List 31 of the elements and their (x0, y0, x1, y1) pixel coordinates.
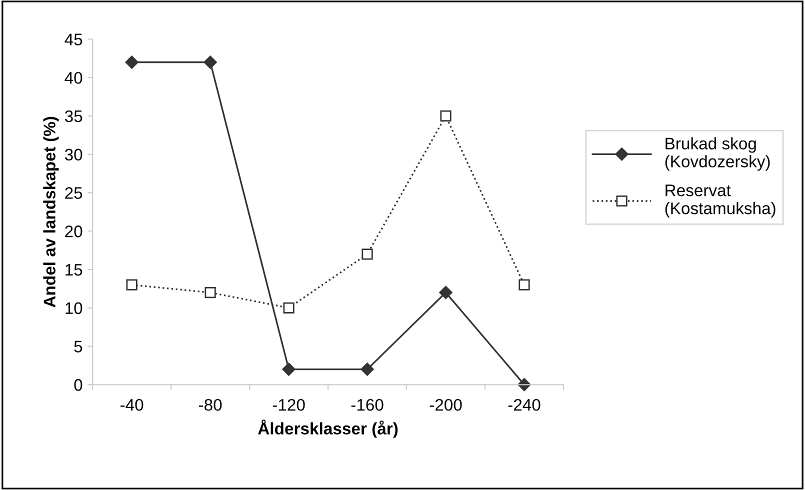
point (362, 248, 373, 260)
y-tick-label: 0 (74, 379, 82, 391)
point (126, 279, 138, 290)
x-tick-label: -120 (272, 398, 305, 411)
y-axis-title: Andel av landskapet (%) (43, 116, 59, 308)
y-tick-label: 30 (64, 148, 82, 161)
legend-label: Reservat (Kostamuksha) (665, 184, 776, 218)
point (518, 279, 530, 290)
y-tick-label: 20 (65, 226, 82, 238)
x-tick-label: -240 (508, 398, 540, 411)
y-tick-label: 35 (64, 110, 82, 122)
x-tick-label: -160 (351, 398, 384, 411)
y-tick-label: 25 (65, 187, 82, 199)
x-tick-label: -200 (430, 398, 462, 411)
point (360, 362, 374, 376)
point (204, 286, 216, 298)
point (204, 56, 217, 69)
x-tick-label: -40 (120, 398, 144, 411)
point (282, 362, 296, 376)
x-tick-label: -80 (199, 398, 222, 411)
y-tick-label: 40 (64, 72, 82, 84)
y-tick-label: 45 (64, 34, 82, 46)
y-tick-label: 10 (66, 302, 82, 314)
y-tick-label: 5 (74, 340, 82, 352)
point (283, 302, 294, 314)
point (125, 56, 138, 69)
point (439, 286, 452, 300)
legend-label: Brukad skog (Kovdozersky) (665, 137, 770, 171)
x-axis-title: Åldersklasser (år) (258, 420, 398, 438)
y-tick-label: 15 (66, 264, 82, 276)
point (440, 110, 452, 122)
